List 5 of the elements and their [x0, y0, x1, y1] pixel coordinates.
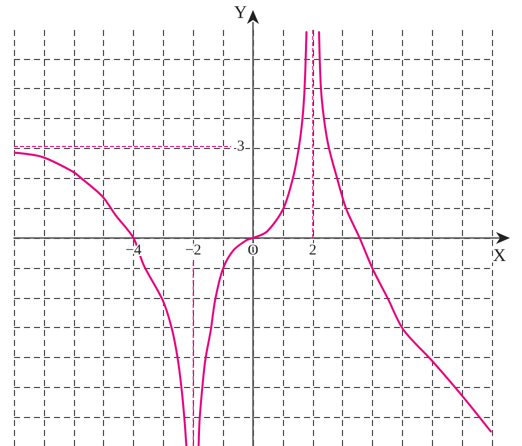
annotation: 3 [237, 138, 244, 154]
y-axis-title: Y [234, 2, 247, 22]
x-tick-label: −2 [185, 242, 202, 258]
x-tick-label: 2 [309, 242, 316, 258]
x-axis-title: X [493, 245, 506, 265]
